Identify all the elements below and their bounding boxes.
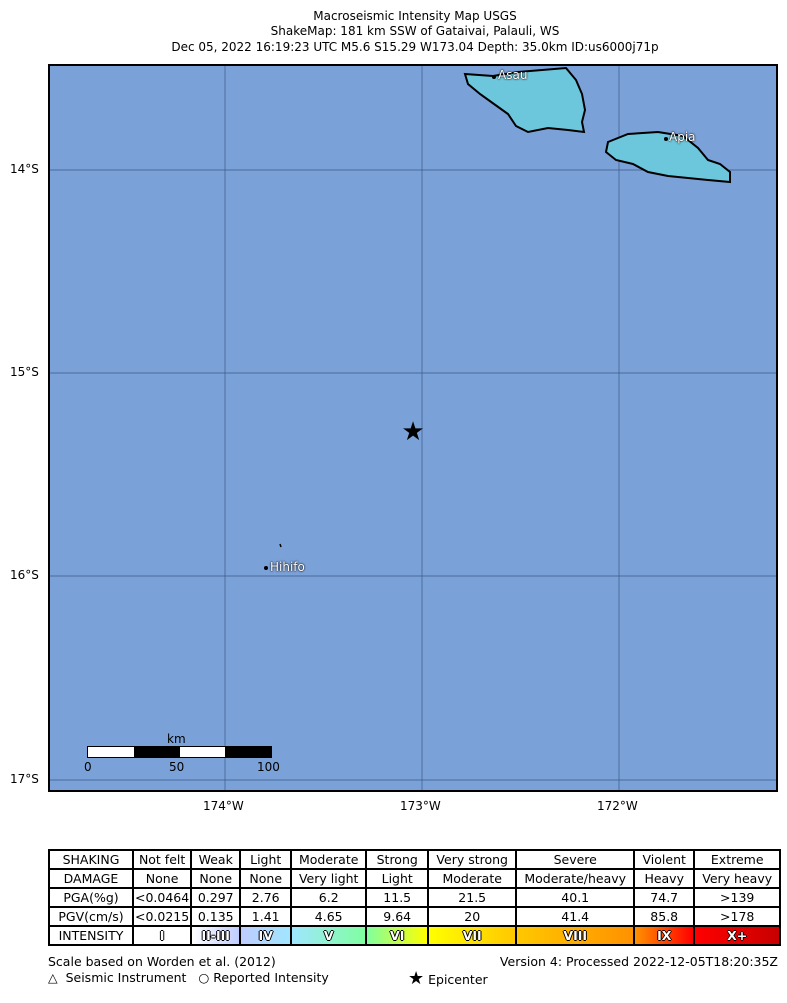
row-label: DAMAGE bbox=[48, 868, 134, 889]
legend-cell: 2.76 bbox=[239, 887, 293, 908]
row-label: PGA(%g) bbox=[48, 887, 134, 908]
legend-cell: 11.5 bbox=[365, 887, 430, 908]
star-icon: ★ bbox=[408, 968, 425, 989]
legend-cell: Light bbox=[239, 849, 293, 870]
legend-row: SHAKING Not felt Weak Light Moderate Strong Ve… bbox=[48, 849, 782, 870]
asau-dot bbox=[492, 75, 496, 79]
title-line-3: Dec 05, 2022 16:19:23 UTC M5.6 S15.29 W1… bbox=[171, 40, 659, 54]
savaii-island bbox=[463, 66, 587, 134]
lat-16s: 16°S bbox=[10, 568, 39, 582]
islet bbox=[279, 543, 282, 548]
scale-note: Scale based on Worden et al. (2012) bbox=[48, 954, 276, 969]
legend-cell: Strong bbox=[365, 849, 430, 870]
legend-cell: Very heavy bbox=[693, 868, 782, 889]
legend-cell: <0.0215 bbox=[131, 906, 193, 927]
lon-172w: 172°W bbox=[597, 799, 638, 813]
scale-50: 50 bbox=[169, 760, 185, 774]
legend-cell: Weak bbox=[190, 849, 242, 870]
lat-14s: 14°S bbox=[10, 162, 39, 176]
map-area[interactable]: ★ Asau Apia Hihifo km 0 50 100 bbox=[48, 64, 778, 792]
lon-173w: 173°W bbox=[400, 799, 441, 813]
legend-cell: None bbox=[131, 868, 193, 889]
scale-bar: km 0 50 100 bbox=[84, 732, 285, 774]
scale-unit: km bbox=[167, 732, 186, 746]
legend-row: PGV(cm/s) <0.0215 0.135 1.41 4.65 9.64 20 41.4 8… bbox=[48, 906, 782, 927]
scale-100: 100 bbox=[257, 760, 280, 774]
lat-15s: 15°S bbox=[10, 365, 39, 379]
legend-cell: Light bbox=[365, 868, 430, 889]
legend-cell: 85.8 bbox=[633, 906, 696, 927]
legend-cell: Moderate bbox=[427, 868, 518, 889]
row-label: INTENSITY bbox=[48, 925, 134, 946]
intensity-cell: VIII bbox=[515, 925, 636, 946]
intensity-cell: VII bbox=[427, 925, 518, 946]
legend-cell: <0.0464 bbox=[131, 887, 193, 908]
legend-cell: 6.2 bbox=[290, 887, 368, 908]
hihifo-dot bbox=[264, 566, 268, 570]
title-line-1: Macroseismic Intensity Map USGS bbox=[313, 9, 517, 23]
epicenter-star-icon[interactable]: ★ bbox=[401, 417, 424, 447]
legend-row: DAMAGE None None None Very light Light Moderat… bbox=[48, 868, 782, 889]
legend-cell: Very strong bbox=[427, 849, 518, 870]
seismic-label: Seismic Instrument bbox=[65, 970, 187, 985]
intensity-row: INTENSITY I II-III IV V VI VII VIII IX X+ bbox=[48, 925, 782, 946]
legend-cell: 4.65 bbox=[290, 906, 368, 927]
legend-cell: 21.5 bbox=[427, 887, 518, 908]
legend-cell: 74.7 bbox=[633, 887, 696, 908]
intensity-legend-table: SHAKING Not felt Weak Light Moderate Strong Ve… bbox=[48, 849, 782, 946]
map-svg: ★ bbox=[50, 66, 776, 790]
place-hihifo: Hihifo bbox=[270, 560, 305, 574]
intensity-cell: IX bbox=[633, 925, 696, 946]
circle-icon: ○ bbox=[198, 970, 210, 985]
legend-cell: Heavy bbox=[633, 868, 696, 889]
legend-cell: Violent bbox=[633, 849, 696, 870]
reported-label: Reported Intensity bbox=[213, 970, 329, 985]
legend-row: PGA(%g) <0.0464 0.297 2.76 6.2 11.5 21.5 40.1 74… bbox=[48, 887, 782, 908]
legend-cell: 40.1 bbox=[515, 887, 636, 908]
legend-cell: 0.297 bbox=[190, 887, 242, 908]
legend-cell: 41.4 bbox=[515, 906, 636, 927]
legend-cell: Moderate/heavy bbox=[515, 868, 636, 889]
intensity-cell: I bbox=[131, 925, 193, 946]
place-apia: Apia bbox=[669, 130, 696, 144]
intensity-cell: VI bbox=[365, 925, 430, 946]
intensity-cell: V bbox=[290, 925, 368, 946]
place-asau: Asau bbox=[498, 68, 528, 82]
legend-cell: Extreme bbox=[693, 849, 782, 870]
epicenter-label: Epicenter bbox=[428, 972, 488, 987]
apia-dot bbox=[664, 137, 668, 141]
scale-0: 0 bbox=[84, 760, 92, 774]
legend-cell: Moderate bbox=[290, 849, 368, 870]
legend-seismic: △ Seismic Instrument ○ Reported Intensit… bbox=[48, 970, 329, 985]
graticule bbox=[50, 66, 776, 790]
intensity-cell: X+ bbox=[693, 925, 782, 946]
legend-cell: Severe bbox=[515, 849, 636, 870]
intensity-cell: II-III bbox=[190, 925, 242, 946]
legend-cell: 9.64 bbox=[365, 906, 430, 927]
row-label: SHAKING bbox=[48, 849, 134, 870]
legend-cell: None bbox=[190, 868, 242, 889]
lon-174w: 174°W bbox=[203, 799, 244, 813]
row-label: PGV(cm/s) bbox=[48, 906, 134, 927]
title-line-2: ShakeMap: 181 km SSW of Gataivai, Palaul… bbox=[270, 24, 560, 38]
intensity-cell: IV bbox=[239, 925, 293, 946]
legend-cell: Very light bbox=[290, 868, 368, 889]
triangle-icon: △ bbox=[48, 970, 58, 985]
legend-cell: Not felt bbox=[131, 849, 193, 870]
legend-cell: >139 bbox=[693, 887, 782, 908]
upolu-island bbox=[604, 130, 731, 184]
version: Version 4: Processed 2022-12-05T18:20:35… bbox=[499, 954, 778, 969]
legend-epicenter: ★ Epicenter bbox=[408, 968, 488, 989]
legend-cell: None bbox=[239, 868, 293, 889]
legend-cell: 20 bbox=[427, 906, 518, 927]
legend-cell: >178 bbox=[693, 906, 782, 927]
lat-17s: 17°S bbox=[10, 772, 39, 786]
legend-cell: 1.41 bbox=[239, 906, 293, 927]
legend-cell: 0.135 bbox=[190, 906, 242, 927]
